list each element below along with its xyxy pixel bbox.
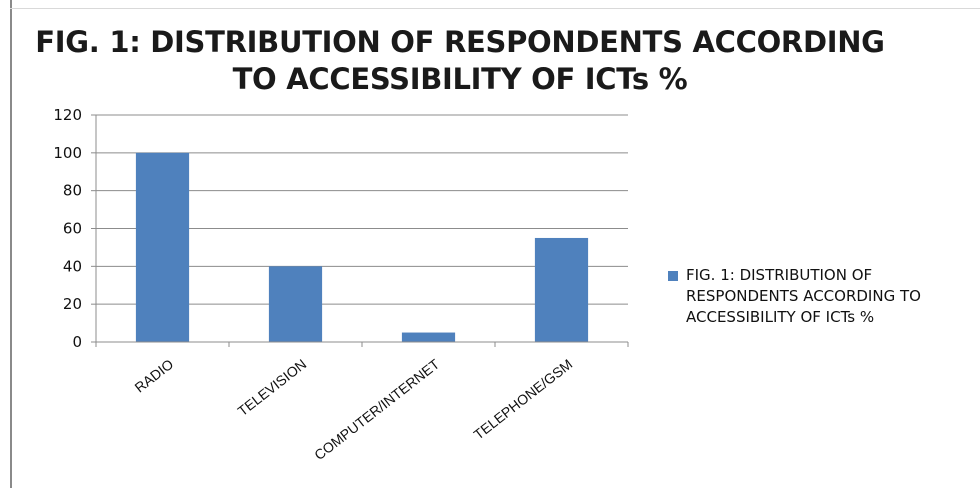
y-tick-label: 20 <box>63 295 82 313</box>
bar <box>135 152 190 342</box>
y-tick-label: 60 <box>63 220 82 238</box>
x-tick-label: TELEVISION <box>235 356 310 419</box>
frame-left-border <box>10 0 12 488</box>
legend-label: FIG. 1: DISTRIBUTION OF RESPONDENTS ACCO… <box>686 266 921 326</box>
chart-title: FIG. 1: DISTRIBUTION OF RESPONDENTS ACCO… <box>35 25 885 96</box>
y-tick-label: 0 <box>72 333 82 351</box>
x-tick-label: COMPUTER/INTERNET <box>311 355 443 463</box>
y-tick-label: 100 <box>53 144 82 162</box>
bars <box>135 152 589 342</box>
x-tick-label: RADIO <box>132 356 177 396</box>
x-tick-labels: RADIO TELEVISION COMPUTER/INTERNET TELEPHON… <box>132 355 576 463</box>
y-tick-label: 40 <box>63 257 82 275</box>
bar <box>534 237 589 342</box>
bar <box>401 332 456 342</box>
x-tick-label: TELEPHONE/GSM <box>470 356 575 443</box>
frame-top-border <box>10 8 980 9</box>
legend-swatch <box>668 271 678 281</box>
bar <box>268 266 323 342</box>
y-tick-label: 80 <box>63 182 82 200</box>
y-tick-labels: 0 20 40 60 80 100 120 <box>53 106 82 351</box>
y-tick-label: 120 <box>53 106 82 124</box>
axes <box>95 115 629 347</box>
